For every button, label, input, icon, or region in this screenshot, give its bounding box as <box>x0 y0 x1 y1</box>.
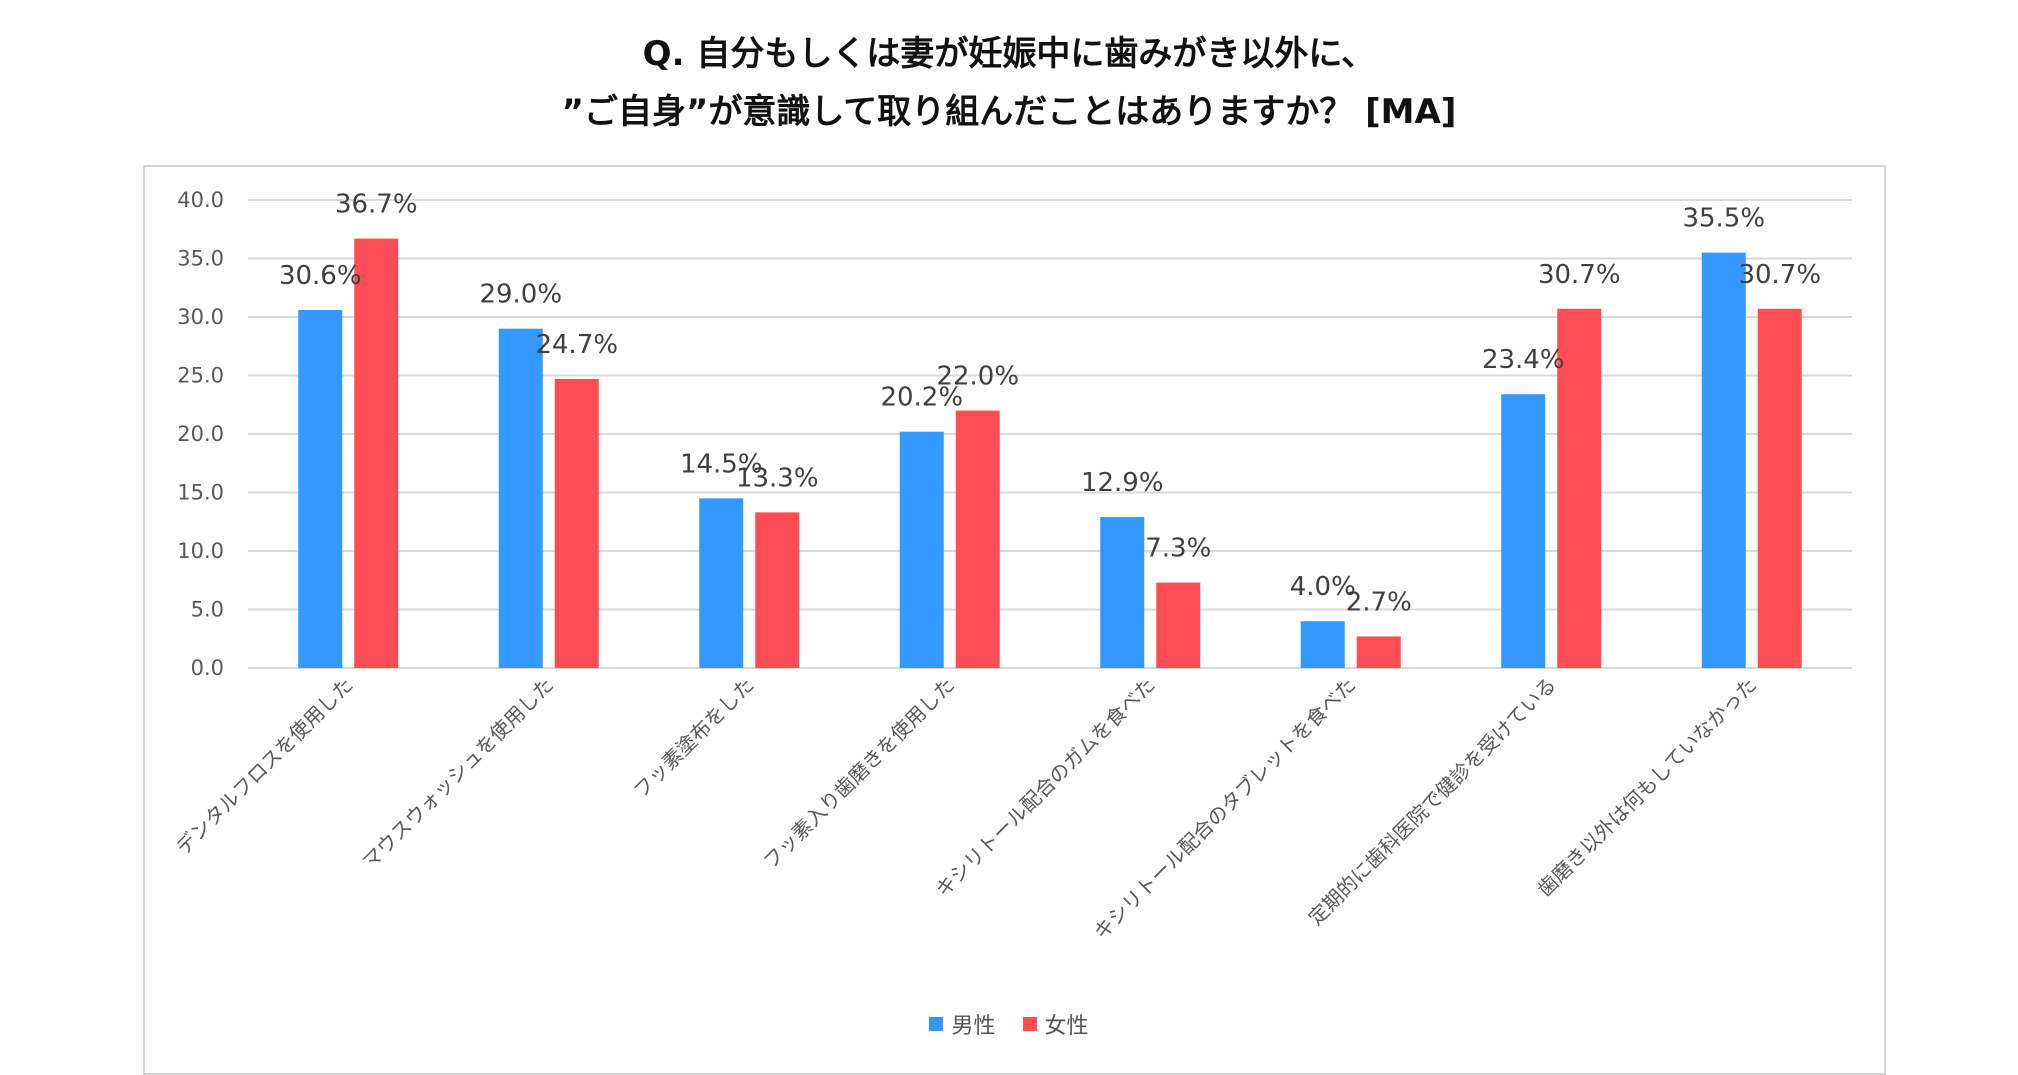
data-label: 7.3% <box>1145 534 1211 564</box>
bars <box>298 238 1802 669</box>
bar-male-5 <box>1300 621 1345 668</box>
bar-female-0 <box>354 238 399 669</box>
data-label: 12.9% <box>1081 468 1164 498</box>
chart-title-line-1: Q. 自分もしくは妻が妊娠中に歯みがき以外に、 <box>642 34 1376 74</box>
x-tick-label: キシリトール配合のガムを食べた <box>931 673 1160 902</box>
bar-female-2 <box>755 512 800 668</box>
data-label: 2.7% <box>1346 587 1412 617</box>
bar-male-2 <box>699 498 744 668</box>
bar-male-0 <box>298 309 343 668</box>
y-tick-label: 5.0 <box>191 598 224 622</box>
data-label: 24.7% <box>535 330 618 360</box>
bar-male-4 <box>1100 517 1145 668</box>
legend: 男性 女性 <box>0 1008 2018 1040</box>
x-tick-label: 歯磨き以外は何もしていなかった <box>1533 673 1762 902</box>
data-label: 20.2% <box>880 383 963 413</box>
legend-label-male: 男性 <box>951 1014 996 1039</box>
bar-male-1 <box>498 328 543 668</box>
data-label: 29.0% <box>479 280 562 310</box>
x-tick-label: マウスウォッシュを使用した <box>357 673 558 874</box>
bar-male-3 <box>899 431 944 668</box>
y-tick-label: 15.0 <box>177 481 224 505</box>
data-label: 23.4% <box>1482 345 1565 375</box>
y-tick-label: 30.0 <box>177 305 224 329</box>
y-tick-label: 40.0 <box>177 188 224 212</box>
bar-female-7 <box>1757 308 1802 668</box>
data-label: 30.7% <box>1738 260 1821 290</box>
x-tick-label: 定期的に歯科医院で健診を受けている <box>1303 673 1560 930</box>
y-tick-label: 35.0 <box>177 247 224 271</box>
bar-female-5 <box>1356 636 1401 668</box>
bar-female-3 <box>955 410 1000 668</box>
y-tick-label: 25.0 <box>177 364 224 388</box>
y-axis-ticks: 0.0 5.0 10.0 15.0 20.0 25.0 30.0 35.0 40.0 <box>177 188 224 680</box>
chart-title-line-2: ”ご自身”が意識して取り組んだことはありますか？ [MA] <box>561 92 1457 132</box>
y-tick-label: 10.0 <box>177 539 224 563</box>
x-tick-label: デンタルフロスを使用した <box>171 673 358 860</box>
data-label: 36.7% <box>335 190 418 220</box>
data-label: 35.5% <box>1682 204 1765 234</box>
data-labels: 30.6% 36.7% 29.0% 24.7% 14.5%13.3% 20.2%22.0%… <box>279 190 1821 618</box>
legend-swatch-female <box>1022 1017 1037 1031</box>
bar-female-4 <box>1156 582 1201 668</box>
x-tick-label: フッ素入り歯磨きを使用した <box>758 673 959 874</box>
y-tick-label: 20.0 <box>177 422 224 446</box>
x-tick-label: フッ素塗布をした <box>629 673 759 803</box>
data-label: 4.0% <box>1290 572 1356 602</box>
legend-swatch-male <box>929 1017 944 1031</box>
bar-female-6 <box>1557 308 1602 668</box>
legend-item-male[interactable]: 男性 <box>929 1008 996 1040</box>
bar-male-7 <box>1701 252 1746 668</box>
y-tick-label: 0.0 <box>191 656 224 680</box>
data-label: 14.5% <box>680 449 763 479</box>
data-label: 22.0% <box>936 362 1019 392</box>
data-label: 30.6% <box>279 261 362 291</box>
data-label: 13.3% <box>736 463 819 493</box>
bar-male-6 <box>1501 394 1546 668</box>
x-axis-ticks: デンタルフロスを使用した マウスウォッシュを使用した フッ素塗布をした フッ素入り歯磨… <box>171 673 1761 945</box>
legend-label-female: 女性 <box>1044 1014 1089 1039</box>
legend-item-female[interactable]: 女性 <box>1022 1008 1089 1040</box>
bar-female-1 <box>554 379 599 668</box>
data-label: 30.7% <box>1538 260 1621 290</box>
